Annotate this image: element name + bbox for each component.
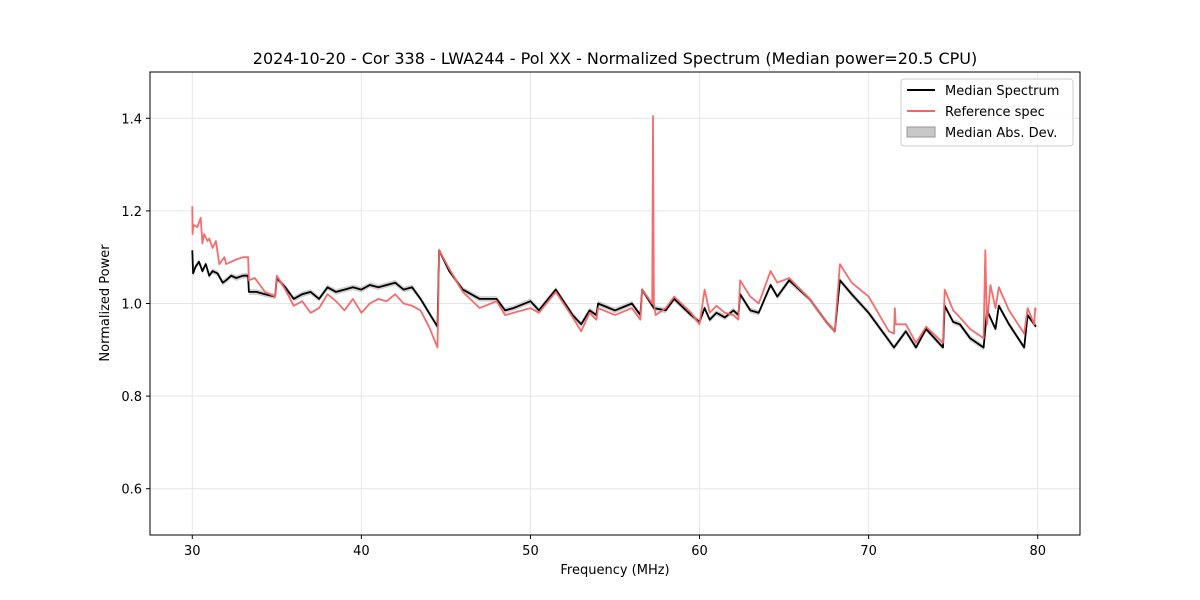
x-tick-label: 60 bbox=[691, 544, 708, 559]
legend-label-mad: Median Abs. Dev. bbox=[945, 126, 1057, 141]
x-axis-label: Frequency (MHz) bbox=[560, 563, 669, 578]
x-tick-label: 40 bbox=[353, 544, 370, 559]
y-tick-label: 1.4 bbox=[121, 112, 142, 127]
legend-label-reference: Reference spec bbox=[945, 105, 1045, 120]
chart-title: 2024-10-20 - Cor 338 - LWA244 - Pol XX -… bbox=[253, 49, 977, 68]
legend: Median Spectrum Reference spec Median Ab… bbox=[900, 78, 1074, 147]
y-axis-ticks: 0.6 0.8 1.0 1.2 1.4 bbox=[121, 112, 150, 498]
x-tick-label: 70 bbox=[860, 544, 877, 559]
x-tick-label: 50 bbox=[522, 544, 539, 559]
y-tick-label: 0.8 bbox=[121, 390, 142, 405]
y-tick-label: 0.6 bbox=[121, 483, 142, 498]
series-layer bbox=[191, 115, 1037, 349]
reference-spectrum-line bbox=[191, 115, 1037, 349]
y-tick-label: 1.2 bbox=[121, 205, 142, 220]
y-tick-label: 1.0 bbox=[121, 298, 142, 313]
x-axis-ticks: 30 40 50 60 70 80 bbox=[184, 535, 1046, 559]
x-tick-label: 30 bbox=[184, 544, 201, 559]
legend-box bbox=[900, 78, 1074, 147]
legend-label-median: Median Spectrum bbox=[945, 84, 1059, 99]
y-axis-label: Normalized Power bbox=[98, 244, 113, 362]
median-spectrum-line bbox=[191, 249, 1037, 349]
x-tick-label: 80 bbox=[1029, 544, 1046, 559]
legend-swatch-mad bbox=[906, 126, 936, 138]
